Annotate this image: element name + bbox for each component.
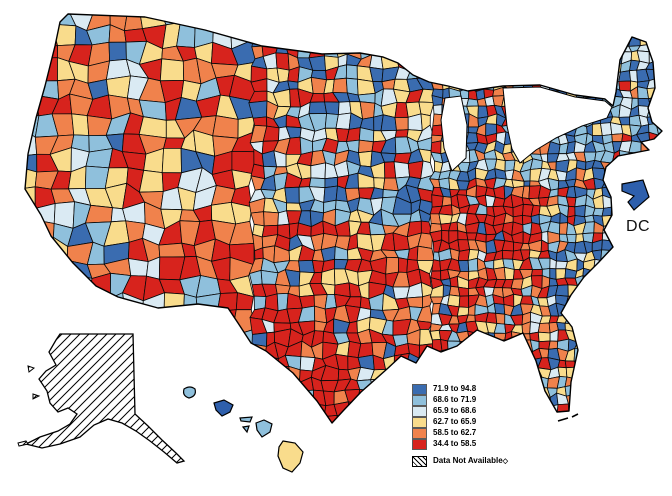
legend-swatch [412,405,427,417]
legend-item-no-data: Data Not Available ◇ [412,455,509,467]
legend-item: 68.6 to 71.9 [412,394,508,406]
legend-item: 34.4 to 58.5 [412,438,508,450]
hawaii-island-kauai [182,386,196,399]
legend-label: 62.7 to 65.9 [433,417,477,426]
florida-keys [557,413,579,422]
legend-item: 71.9 to 94.8 [412,383,508,395]
legend-swatch-hatched [412,455,427,467]
alaska-shape [24,333,186,464]
legend-label: 58.5 to 62.7 [433,428,477,437]
hawaii-island-lanai [241,425,250,434]
legend-footnote-marker: ◇ [502,458,509,465]
legend-item: 62.7 to 65.9 [412,416,508,428]
us-outline [24,13,663,424]
lakes-huron-erie-ontario [502,86,613,164]
dc-label: DC [626,218,651,235]
hawaii-island-hawaii [277,440,304,473]
legend-swatch [412,416,427,428]
hawaii-island-maui [255,419,273,438]
legend-swatch [412,438,427,450]
legend-swatch [412,394,427,406]
dc-shape [621,179,650,211]
hawaii-island-oahu [213,399,234,417]
legend: 71.9 to 94.8 68.6 to 71.9 65.9 to 68.6 62.7… [412,383,509,467]
legend-item: 65.9 to 68.6 [412,405,508,417]
legend-item: 58.5 to 62.7 [412,427,508,439]
legend-label: 34.4 to 58.5 [433,439,477,448]
hawaii-inset [182,386,304,473]
legend-label-no-data: Data Not Available [433,456,503,465]
hawaii-island-molokai [239,416,253,423]
legend-label: 68.6 to 71.9 [433,395,477,404]
legend-swatch [412,427,427,439]
legend-swatch [412,383,427,395]
lake-michigan [440,95,468,172]
alaska-inset [17,333,186,464]
legend-label: 65.9 to 68.6 [433,406,477,415]
legend-label: 71.9 to 94.8 [433,384,477,393]
